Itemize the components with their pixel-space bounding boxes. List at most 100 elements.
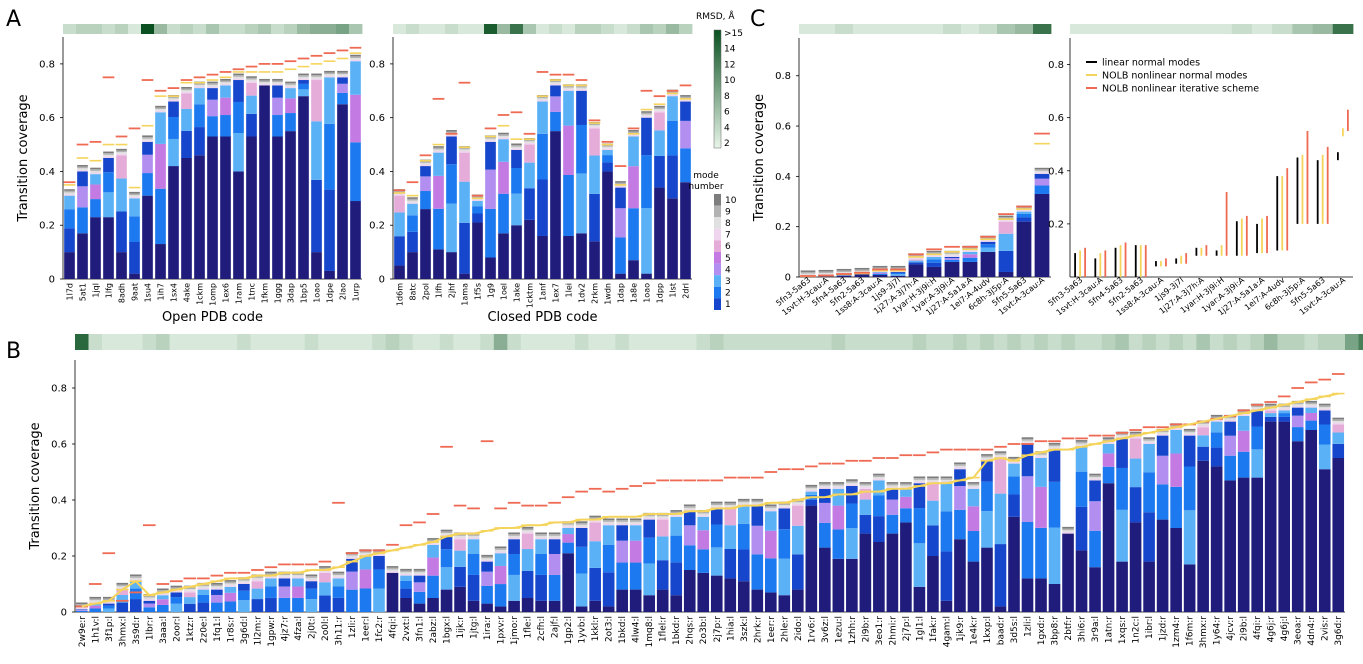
rmsd-strip-cell xyxy=(872,334,887,350)
rmsd-strip-cell xyxy=(912,334,927,350)
bar-mode-segment xyxy=(1102,444,1115,454)
bar-mode-cap xyxy=(1129,431,1142,434)
bar-mode-cap xyxy=(615,185,626,188)
bar-mode-cap xyxy=(420,161,431,163)
rmsd-strip-cell xyxy=(979,24,998,34)
rmsd-strip-cell xyxy=(835,24,854,34)
y-tick-label: 0.2 xyxy=(51,552,67,563)
bar-mode-cap xyxy=(944,255,960,257)
bar-mode-cap xyxy=(292,575,304,577)
bar-mode-cap xyxy=(311,73,322,76)
bar-mode-segment xyxy=(168,117,179,139)
bar-mode-segment xyxy=(537,101,548,134)
bar-mode-cap xyxy=(259,82,270,84)
x-tick-label: 1l2m:r xyxy=(253,616,263,646)
bar-mode-segment xyxy=(394,236,405,266)
bar-mode-segment xyxy=(433,152,444,176)
bar-mode-cap xyxy=(589,126,600,129)
bar-mode-1 xyxy=(90,217,101,279)
bar-mode-segment xyxy=(311,179,322,253)
bar-mode-cap xyxy=(940,476,953,479)
x-tick-label: 1sx4 xyxy=(170,283,179,302)
bar-mode-segment xyxy=(1318,424,1331,445)
rmsd-strip-cell xyxy=(1130,24,1152,34)
rmsd-strip-cell xyxy=(1171,24,1192,34)
x-tick-label: 4fqi:r xyxy=(1253,616,1263,640)
bar-mode-segment xyxy=(485,169,496,209)
legend: linear normal modes NOLB nonlinear normal… xyxy=(1086,58,1259,95)
bar-mode-segment xyxy=(615,208,626,238)
bar-mode-segment xyxy=(589,541,601,568)
rmsd-strip-cell xyxy=(141,24,155,34)
bar-mode-cap xyxy=(170,590,183,593)
x-tick-label: 1urp xyxy=(352,283,361,302)
rmsd-strip-cell xyxy=(1110,24,1132,34)
bar-mode-cap xyxy=(400,570,412,573)
bar-mode-cap xyxy=(576,89,587,91)
bar-mode-cap xyxy=(305,577,318,580)
bar-mode-cap xyxy=(459,149,470,152)
bar-mode-cap xyxy=(265,576,277,579)
bar-mode-cap xyxy=(251,576,264,578)
bar-mode-cap xyxy=(420,164,431,167)
bar-mode-cap xyxy=(498,137,509,140)
bar-mode-cap xyxy=(1224,416,1236,419)
bar-mode-cap xyxy=(670,515,683,517)
bar-mode-cap xyxy=(259,80,270,83)
bar-mode-cap xyxy=(836,270,852,272)
bar-mode-cap xyxy=(628,130,639,132)
bar-mode-cap xyxy=(589,123,600,126)
bar-mode-cap xyxy=(1278,405,1291,408)
bar-mode-cap xyxy=(129,576,142,578)
bar-mode-segment xyxy=(157,599,169,605)
bar-mode-segment xyxy=(792,525,804,555)
bar-mode-cap xyxy=(521,526,534,529)
bar-mode-segment xyxy=(994,458,1007,494)
bar-mode-cap xyxy=(1062,530,1074,532)
bar-mode-segment xyxy=(90,174,101,185)
x-tick-label: 3szk:l xyxy=(740,616,750,642)
bar-mode-1 xyxy=(400,598,412,612)
bar-mode-cap xyxy=(427,538,439,540)
bar-mode-cap xyxy=(337,70,348,73)
bar-mode-cap xyxy=(102,596,115,599)
bar-mode-segment xyxy=(440,536,453,550)
bar-mode-1 xyxy=(980,251,996,277)
bar-mode-segment xyxy=(1075,446,1088,472)
y-tick-label: 0.2 xyxy=(1048,219,1064,230)
bar-mode-cap xyxy=(1143,442,1155,444)
bar-mode-cap xyxy=(433,149,444,152)
rmsd-strip-cell xyxy=(484,24,498,34)
bar-mode-cap xyxy=(589,515,601,518)
y-tick-label: 0.2 xyxy=(775,222,791,233)
bar-mode-cap xyxy=(710,505,723,507)
x-tick-label: 2hrk:r xyxy=(753,616,763,643)
bar-mode-segment xyxy=(324,123,335,190)
bar-mode-segment xyxy=(994,493,1007,545)
bar-mode-segment xyxy=(211,589,223,595)
bar-mode-cap xyxy=(537,98,548,100)
bar-mode-segment xyxy=(220,97,231,116)
bar-mode-cap xyxy=(710,501,723,504)
bar-mode-1 xyxy=(1332,458,1345,612)
bar-mode-segment xyxy=(1016,217,1032,222)
bar-mode-cap xyxy=(537,96,548,99)
bar-mode-segment xyxy=(628,136,639,167)
bar-mode-segment xyxy=(927,483,939,501)
x-tick-label: 1fc2:r xyxy=(375,616,385,643)
bar-mode-segment xyxy=(602,162,613,172)
bar-mode-segment xyxy=(615,237,626,274)
rmsd-strip-cell xyxy=(804,334,819,350)
bar-mode-1 xyxy=(386,572,399,612)
bar-mode-cap xyxy=(285,83,296,85)
bar-mode-cap xyxy=(563,87,574,90)
x-tick-label: 1cktm xyxy=(526,283,535,308)
x-tick-label: 2ido:l xyxy=(794,616,804,641)
bar-mode-cap xyxy=(1332,419,1345,422)
bar-mode-cap xyxy=(805,489,818,492)
bar-mode-segment xyxy=(467,553,480,575)
bar-mode-cap xyxy=(535,537,547,540)
bar-mode-cap xyxy=(575,522,588,525)
bar-mode-segment xyxy=(1305,412,1318,421)
